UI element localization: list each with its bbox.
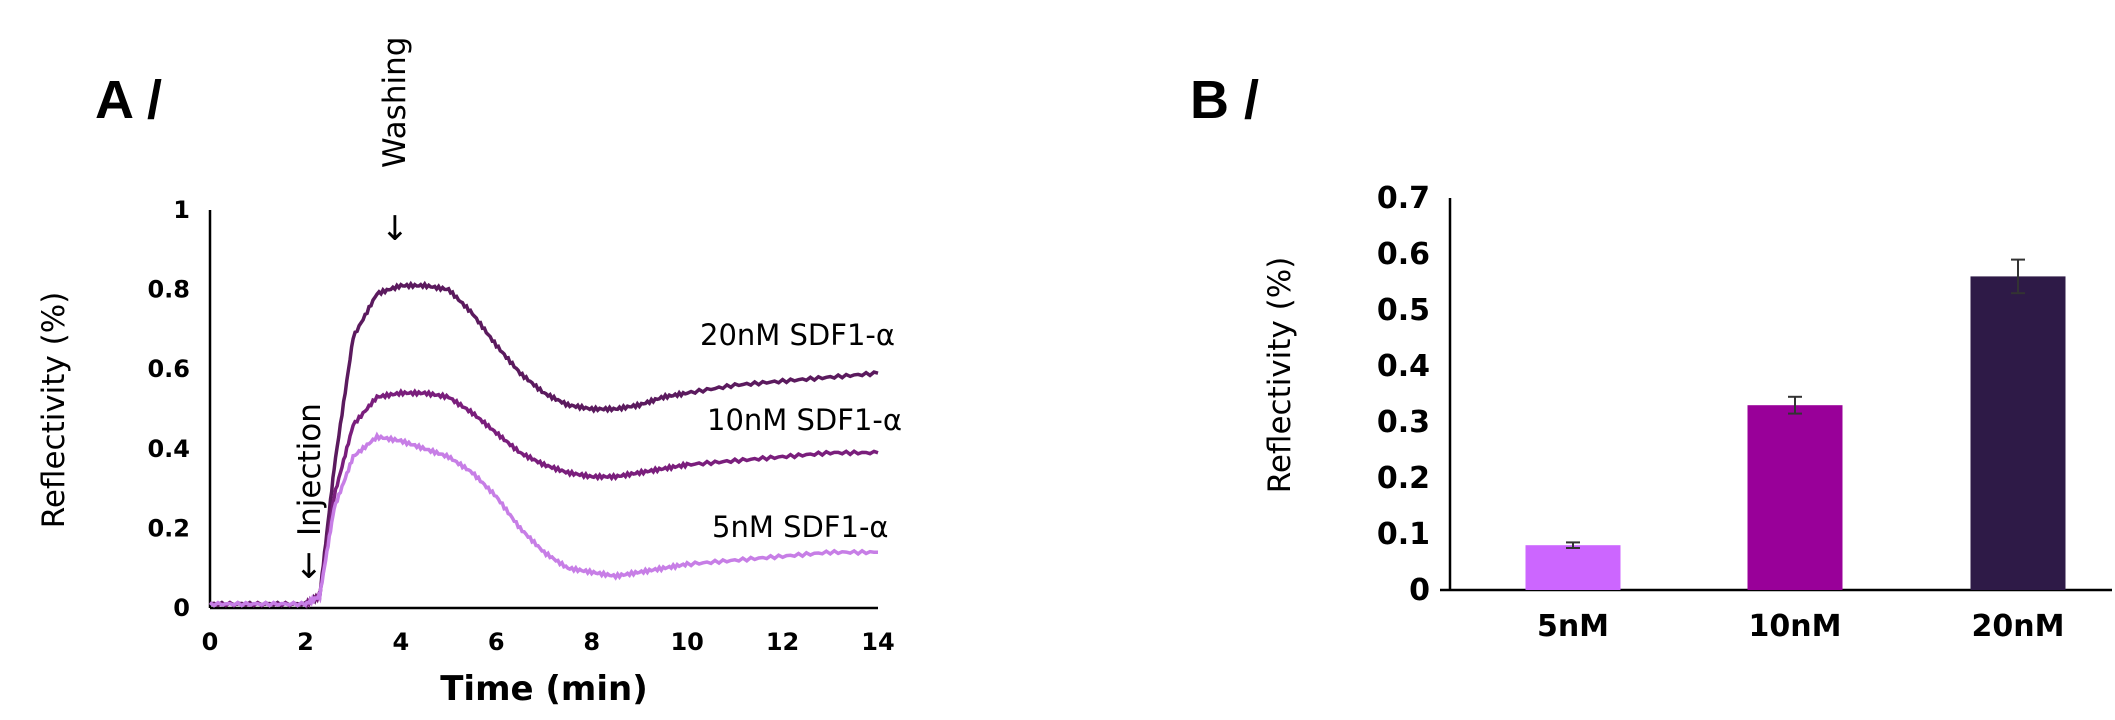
line-chart-panel: A / 0 2 4 6 8 10 12 14 0 0.2 0.4 0.6 0.8 1 20nM SDF1… (36, 37, 902, 709)
series-label: 20nM SDF1-α (700, 318, 895, 352)
x-tick-label: 10 (670, 628, 703, 656)
y-tick-label: 0.4 (147, 435, 190, 463)
series-label: 5nM SDF1-α (712, 510, 889, 544)
y-tick-label: 1 (173, 196, 190, 224)
y-tick-label: 0.2 (147, 514, 190, 542)
x-tick-labels: 0 2 4 6 8 10 12 14 (202, 628, 895, 656)
x-tick-label: 4 (393, 628, 410, 656)
washing-arrow: ↓ (381, 209, 410, 249)
x-tick-label: 6 (488, 628, 505, 656)
panel-b-label: B / (1190, 70, 1259, 130)
category-label: 20nM (1972, 609, 2065, 644)
y-tick-label: 0 (1409, 573, 1430, 608)
washing-annotation: Washing (377, 37, 413, 168)
x-axis-title: Time (min) (440, 669, 648, 709)
y-tick-label: 0.1 (1377, 517, 1430, 552)
y-tick-label: 0.8 (147, 276, 190, 304)
x-tick-label: 14 (861, 628, 894, 656)
category-labels: 5nM 10nM 20nM (1537, 609, 2065, 644)
bar-chart-panel: B / 0 0.1 0.2 0.3 0.4 0.5 0.6 0.7 5nM 10nM 20nM R… (1190, 70, 2112, 644)
bar (1525, 545, 1621, 590)
y-tick-label: 0.5 (1377, 293, 1430, 328)
y-tick-label: 0 (173, 594, 190, 622)
y-axis-title: Reflectivity (%) (36, 292, 72, 529)
series-label: 10nM SDF1-α (707, 403, 902, 437)
y-tick-label: 0.4 (1377, 349, 1430, 384)
x-tick-label: 12 (766, 628, 799, 656)
bars (1525, 258, 2066, 590)
x-tick-label: 0 (202, 628, 219, 656)
y-tick-label: 0.2 (1377, 461, 1430, 496)
injection-arrow: ↓ (295, 547, 324, 587)
category-label: 10nM (1749, 609, 1842, 644)
panel-a-label: A / (95, 70, 162, 130)
series-lines (208, 280, 879, 610)
category-label: 5nM (1537, 609, 1609, 644)
series-line (209, 280, 879, 610)
y-tick-label: 0.7 (1377, 181, 1430, 216)
y-tick-labels: 0 0.1 0.2 0.3 0.4 0.5 0.6 0.7 (1377, 181, 1430, 608)
x-tick-label: 8 (583, 628, 600, 656)
x-tick-label: 2 (297, 628, 314, 656)
y-axis-title: Reflectivity (%) (1262, 257, 1298, 494)
bar (1747, 405, 1843, 590)
series-line (208, 431, 879, 608)
y-tick-label: 0.3 (1377, 405, 1430, 440)
bar (1970, 276, 2066, 590)
y-tick-labels: 0 0.2 0.4 0.6 0.8 1 (147, 196, 190, 622)
y-tick-label: 0.6 (147, 355, 190, 383)
y-tick-label: 0.6 (1377, 237, 1430, 272)
injection-annotation: Injection (292, 403, 328, 536)
series-labels: 20nM SDF1-α 10nM SDF1-α 5nM SDF1-α (700, 318, 902, 544)
